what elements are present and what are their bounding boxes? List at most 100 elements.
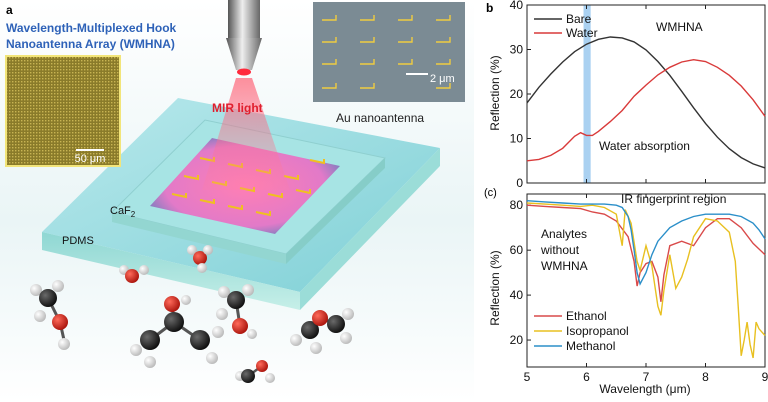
array-hook <box>309 159 325 165</box>
y-tick-label: 20 <box>510 87 524 101</box>
molecule-isopropanol <box>130 295 224 368</box>
water-absorption-band <box>583 5 591 183</box>
panel-c-series <box>526 200 766 359</box>
legend-label-bare: Bare <box>566 12 592 26</box>
mir-light-label: MIR light <box>212 101 263 115</box>
caf2-side-face <box>286 158 385 264</box>
panel-c-xlabel: Wavelength (μm) <box>599 382 690 396</box>
sem-hook <box>398 59 413 65</box>
mir-light-beam <box>202 78 290 190</box>
legend-label-water: Water <box>566 26 598 40</box>
array-hook <box>267 193 283 199</box>
caf2-label-subscript: 2 <box>131 210 136 219</box>
legend-label-ethanol: Ethanol <box>566 309 607 323</box>
series-line-bare <box>526 36 766 169</box>
panel-b-series <box>526 36 766 169</box>
panel-a-title-line2: Nanoantenna Array (WMHNA) <box>6 37 175 51</box>
y-tick-label: 30 <box>510 43 524 57</box>
inset-array-micrograph: 50 μm <box>5 55 121 167</box>
inset-array-image <box>5 55 121 167</box>
panel-b-ylabel: Reflection (%) <box>488 55 502 130</box>
molecule-ethanol-right <box>290 308 354 354</box>
caf2-label: CaF2 <box>110 205 136 219</box>
array-hook <box>183 175 199 181</box>
sem-hook <box>322 59 337 65</box>
sem-hook <box>360 37 375 43</box>
x-tick-label: 6 <box>583 370 590 384</box>
objective-lens-body <box>228 0 260 38</box>
panel-c-axes: 20 40 60 80 5 6 7 8 9 <box>510 193 768 384</box>
panel-a-title-line1: Wavelength-Multiplexed Hook <box>6 21 177 35</box>
inset-right-caption: Au nanoantenna <box>336 111 424 125</box>
legend-label-isopropanol: Isopropanol <box>566 324 629 338</box>
series-line-water <box>526 58 766 162</box>
panel-c-label: (c) <box>484 187 497 199</box>
molecule-small-bottom <box>235 360 275 383</box>
panel-c-annotation-analytes-1: Analytes <box>541 227 587 241</box>
array-hook <box>295 189 311 195</box>
panel-c: (c) 20 40 60 80 5 6 7 8 9 EthanolIsopropanolMeth… <box>484 187 768 396</box>
array-hook <box>171 193 187 199</box>
molecule-methanol-center <box>216 284 257 339</box>
pdms-side-face <box>300 148 440 310</box>
panel-b-annotation-water: Water absorption <box>599 139 690 153</box>
sem-hook <box>398 15 413 21</box>
x-tick-label: 5 <box>524 370 531 384</box>
legend-label-methanol: Methanol <box>566 339 615 353</box>
molecules <box>30 245 354 383</box>
sem-hook <box>322 37 337 43</box>
x-tick-label: 9 <box>762 370 768 384</box>
panel-c-ylabel: Reflection (%) <box>488 250 502 325</box>
array-hook <box>283 175 299 181</box>
x-tick-label: 7 <box>643 370 650 384</box>
inset-sem-image <box>313 2 465 102</box>
sem-hook <box>436 37 451 43</box>
panel-c-annotation-analytes-2: without <box>540 243 580 257</box>
y-tick-label: 80 <box>510 198 524 212</box>
molecule-water-2 <box>187 245 213 273</box>
sem-hook <box>436 59 451 65</box>
sem-hook <box>398 37 413 43</box>
sem-hook <box>322 15 337 21</box>
sem-hook <box>436 83 451 89</box>
series-line-methanol <box>526 200 766 286</box>
objective-lens-tip <box>226 38 262 70</box>
series-line-isopropanol <box>526 202 766 359</box>
objective-lens <box>226 0 262 76</box>
sem-hook <box>322 83 337 89</box>
plot-frame <box>526 193 766 368</box>
y-tick-label: 40 <box>510 288 524 302</box>
panel-b-axes: 0 10 20 30 40 <box>510 0 766 190</box>
y-tick-label: 20 <box>510 333 524 347</box>
molecule-ethanol-left <box>30 280 70 350</box>
panel-c-annotation-analytes-3: WMHNA <box>541 259 588 273</box>
panel-a-label: a <box>6 3 13 17</box>
y-tick-label: 60 <box>510 243 524 257</box>
caf2-front-face <box>112 212 286 264</box>
series-line-ethanol <box>526 204 766 302</box>
inset-hook-sem: 2 μm Au nanoantenna <box>313 2 465 125</box>
molecule-water-1 <box>119 265 149 283</box>
array-hook <box>199 199 215 205</box>
x-tick-label: 8 <box>702 370 709 384</box>
sem-hook <box>436 15 451 21</box>
sem-hook <box>360 59 375 65</box>
y-tick-label: 0 <box>516 176 523 190</box>
pdms-label: PDMS <box>62 235 94 247</box>
array-hook <box>255 211 271 217</box>
sem-hooks <box>322 15 451 89</box>
panel-c-annotation-region: IR fingerprint region <box>621 192 726 206</box>
pdms-front-face <box>42 232 300 310</box>
sem-hook <box>360 15 375 21</box>
inset-left-scale-label: 50 μm <box>75 153 106 165</box>
panel-a: 50 μm 2 μm <box>0 0 474 402</box>
sem-hook <box>360 83 375 89</box>
inset-right-scale-label: 2 μm <box>430 73 455 85</box>
y-tick-label: 10 <box>510 132 524 146</box>
array-hook <box>227 205 243 211</box>
plot-frame <box>526 4 766 184</box>
caf2-label-main: CaF <box>110 205 131 217</box>
